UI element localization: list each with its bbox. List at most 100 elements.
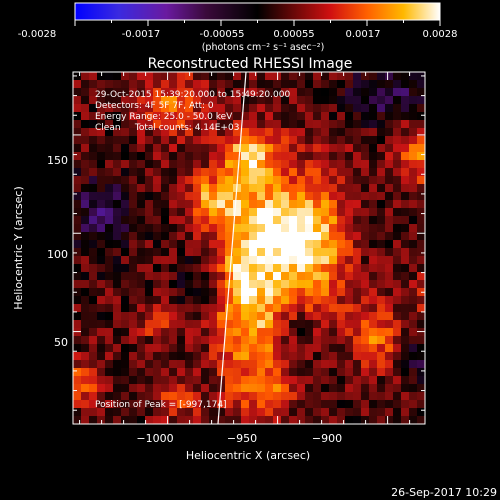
heatmap-cell xyxy=(193,256,202,265)
heatmap-cell xyxy=(209,368,218,377)
heatmap-cell xyxy=(305,360,314,369)
heatmap-cell xyxy=(185,400,194,409)
heatmap-cell xyxy=(385,336,394,345)
heatmap-cell xyxy=(409,408,418,417)
heatmap-cell xyxy=(145,160,154,169)
heatmap-cell xyxy=(105,312,114,321)
heatmap-cell xyxy=(225,80,234,89)
heatmap-cell xyxy=(257,368,266,377)
heatmap-cell xyxy=(225,200,234,209)
heatmap-cell xyxy=(281,88,290,97)
heatmap-cell xyxy=(225,144,234,153)
heatmap-cell xyxy=(81,104,90,113)
heatmap-cell xyxy=(97,88,106,97)
heatmap-cell xyxy=(385,80,394,89)
heatmap-cell xyxy=(401,376,410,385)
colorbar-tick-label-3: 0.00055 xyxy=(273,29,314,40)
heatmap-cell xyxy=(201,104,210,113)
heatmap-cell xyxy=(153,320,162,329)
heatmap-cell xyxy=(129,336,138,345)
heatmap-cell xyxy=(241,320,250,329)
heatmap-cell xyxy=(161,200,170,209)
heatmap-cell xyxy=(113,312,122,321)
x-tick-label-1: −950 xyxy=(227,432,257,445)
heatmap-cell xyxy=(401,216,410,225)
heatmap-cell xyxy=(385,176,394,185)
heatmap-cell xyxy=(177,168,186,177)
heatmap-cell xyxy=(337,88,346,97)
heatmap-cell xyxy=(273,328,282,337)
heatmap-cell xyxy=(377,368,386,377)
heatmap-cell xyxy=(241,344,250,353)
heatmap-cell xyxy=(401,408,410,417)
heatmap-cell xyxy=(201,272,210,281)
heatmap-cell xyxy=(313,208,322,217)
info-energy-range: Energy Range: 25.0 - 50.0 keV xyxy=(95,112,233,122)
heatmap-cell xyxy=(169,216,178,225)
heatmap-cell xyxy=(241,312,250,321)
heatmap-cell xyxy=(281,232,290,241)
heatmap-cell xyxy=(385,264,394,273)
heatmap-cell xyxy=(209,352,218,361)
heatmap-cell xyxy=(289,416,298,424)
heatmap-cell xyxy=(129,80,138,89)
heatmap-cell xyxy=(145,144,154,153)
heatmap-cell xyxy=(201,312,210,321)
heatmap-cell xyxy=(169,256,178,265)
heatmap-cell xyxy=(73,312,82,321)
heatmap-cell xyxy=(305,216,314,225)
heatmap-cell xyxy=(313,96,322,105)
heatmap-cell xyxy=(313,152,322,161)
heatmap-cell xyxy=(289,392,298,401)
heatmap-cell xyxy=(145,128,154,137)
heatmap-cell xyxy=(265,408,274,417)
heatmap-cell xyxy=(385,200,394,209)
heatmap-cell xyxy=(273,368,282,377)
heatmap-cell xyxy=(137,336,146,345)
heatmap-cell xyxy=(209,272,218,281)
heatmap-cell xyxy=(73,96,82,105)
heatmap-cell xyxy=(201,112,210,121)
heatmap-cell xyxy=(409,144,418,153)
heatmap-cell xyxy=(217,208,226,217)
heatmap-cell xyxy=(225,360,234,369)
heatmap-cell xyxy=(81,88,90,97)
heatmap-cell xyxy=(153,352,162,361)
heatmap-cell xyxy=(113,376,122,385)
heatmap-cell xyxy=(81,376,90,385)
heatmap-cell xyxy=(417,352,425,361)
heatmap-cell xyxy=(393,112,402,121)
heatmap-cell xyxy=(105,184,114,193)
heatmap-cell xyxy=(169,328,178,337)
heatmap-cell xyxy=(329,384,338,393)
heatmap-cell xyxy=(257,376,266,385)
heatmap-cell xyxy=(297,72,306,81)
heatmap-cell xyxy=(385,96,394,105)
heatmap-cell xyxy=(241,232,250,241)
heatmap-cell xyxy=(305,192,314,201)
heatmap-cell xyxy=(257,280,266,289)
heatmap-cell xyxy=(169,384,178,393)
heatmap-cell xyxy=(409,352,418,361)
heatmap-cell xyxy=(329,144,338,153)
heatmap-cell xyxy=(257,328,266,337)
x-tick-label-2: −900 xyxy=(312,432,342,445)
heatmap-cell xyxy=(153,272,162,281)
heatmap-cell xyxy=(193,408,202,417)
heatmap-cell xyxy=(177,368,186,377)
heatmap-cell xyxy=(265,208,274,217)
heatmap-cell xyxy=(385,400,394,409)
heatmap-cell xyxy=(241,248,250,257)
heatmap-cell xyxy=(161,120,170,129)
heatmap-cell xyxy=(313,176,322,185)
heatmap-cell xyxy=(201,248,210,257)
heatmap-cell xyxy=(281,152,290,161)
heatmap-cell xyxy=(201,224,210,233)
heatmap-cell xyxy=(97,400,106,409)
heatmap-cell xyxy=(145,104,154,113)
heatmap-cell xyxy=(369,408,378,417)
heatmap-cell xyxy=(81,392,90,401)
heatmap-cell xyxy=(81,96,90,105)
heatmap-cell xyxy=(97,168,106,177)
heatmap-cell xyxy=(129,408,138,417)
